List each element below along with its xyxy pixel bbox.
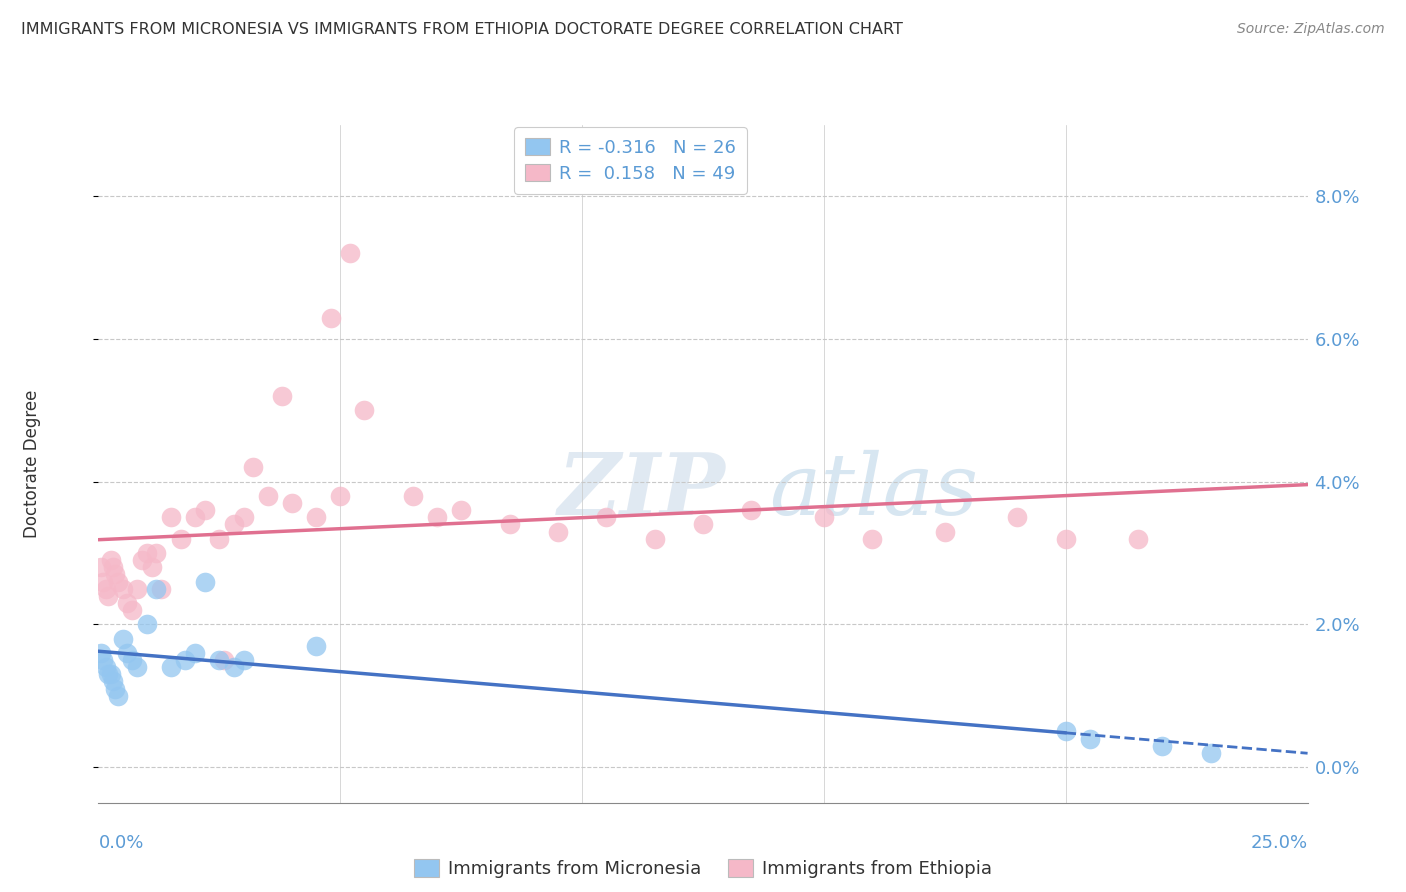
Point bbox=[97, 667, 120, 681]
Point bbox=[242, 460, 264, 475]
Point bbox=[547, 524, 569, 539]
Point bbox=[127, 660, 149, 674]
Point bbox=[232, 653, 254, 667]
Point bbox=[94, 660, 117, 674]
Point bbox=[208, 653, 231, 667]
Point bbox=[222, 660, 245, 674]
Point bbox=[1128, 532, 1150, 546]
Point bbox=[100, 553, 122, 567]
Point bbox=[353, 403, 375, 417]
Point bbox=[1054, 532, 1077, 546]
Point bbox=[281, 496, 304, 510]
Point bbox=[90, 560, 112, 574]
Point bbox=[169, 532, 191, 546]
Point bbox=[1054, 724, 1077, 739]
Point bbox=[212, 653, 235, 667]
Point bbox=[329, 489, 352, 503]
Point bbox=[91, 653, 114, 667]
Point bbox=[97, 589, 120, 603]
Point bbox=[222, 517, 245, 532]
Point bbox=[90, 646, 112, 660]
Point bbox=[319, 310, 342, 325]
Text: Source: ZipAtlas.com: Source: ZipAtlas.com bbox=[1237, 22, 1385, 37]
Point bbox=[1078, 731, 1101, 746]
Point bbox=[1152, 739, 1174, 753]
Point bbox=[131, 553, 153, 567]
Text: atlas: atlas bbox=[769, 450, 979, 533]
Point bbox=[305, 510, 328, 524]
Point bbox=[107, 574, 129, 589]
Point bbox=[1199, 746, 1222, 760]
Point bbox=[101, 674, 124, 689]
Point bbox=[135, 546, 157, 560]
Point bbox=[174, 653, 197, 667]
Point bbox=[100, 667, 122, 681]
Point bbox=[91, 574, 114, 589]
Text: 25.0%: 25.0% bbox=[1250, 834, 1308, 852]
Point bbox=[194, 574, 217, 589]
Point bbox=[740, 503, 762, 517]
Point bbox=[121, 653, 143, 667]
Text: IMMIGRANTS FROM MICRONESIA VS IMMIGRANTS FROM ETHIOPIA DOCTORATE DEGREE CORRELAT: IMMIGRANTS FROM MICRONESIA VS IMMIGRANTS… bbox=[21, 22, 903, 37]
Point bbox=[127, 582, 149, 596]
Point bbox=[104, 681, 127, 696]
Point bbox=[117, 596, 139, 610]
Point bbox=[101, 560, 124, 574]
Point bbox=[107, 689, 129, 703]
Text: Doctorate Degree: Doctorate Degree bbox=[22, 390, 41, 538]
Point bbox=[271, 389, 294, 403]
Point bbox=[111, 582, 134, 596]
Point bbox=[184, 646, 207, 660]
Point bbox=[595, 510, 617, 524]
Point bbox=[104, 567, 127, 582]
Point bbox=[305, 639, 328, 653]
Text: ZIP: ZIP bbox=[558, 450, 725, 533]
Point bbox=[1007, 510, 1029, 524]
Point bbox=[402, 489, 425, 503]
Point bbox=[150, 582, 173, 596]
Point bbox=[145, 546, 167, 560]
Point bbox=[141, 560, 163, 574]
Point bbox=[256, 489, 278, 503]
Point bbox=[94, 582, 117, 596]
Text: 0.0%: 0.0% bbox=[98, 834, 143, 852]
Point bbox=[644, 532, 666, 546]
Point bbox=[160, 660, 183, 674]
Point bbox=[934, 524, 956, 539]
Point bbox=[232, 510, 254, 524]
Point bbox=[208, 532, 231, 546]
Point bbox=[498, 517, 520, 532]
Point bbox=[194, 503, 217, 517]
Legend: Immigrants from Micronesia, Immigrants from Ethiopia: Immigrants from Micronesia, Immigrants f… bbox=[406, 852, 1000, 885]
Point bbox=[692, 517, 714, 532]
Point bbox=[135, 617, 157, 632]
Point bbox=[160, 510, 183, 524]
Point bbox=[450, 503, 472, 517]
Point bbox=[111, 632, 134, 646]
Point bbox=[860, 532, 883, 546]
Point bbox=[145, 582, 167, 596]
Point bbox=[813, 510, 835, 524]
Point bbox=[426, 510, 449, 524]
Point bbox=[121, 603, 143, 617]
Point bbox=[339, 246, 361, 260]
Point bbox=[117, 646, 139, 660]
Point bbox=[184, 510, 207, 524]
